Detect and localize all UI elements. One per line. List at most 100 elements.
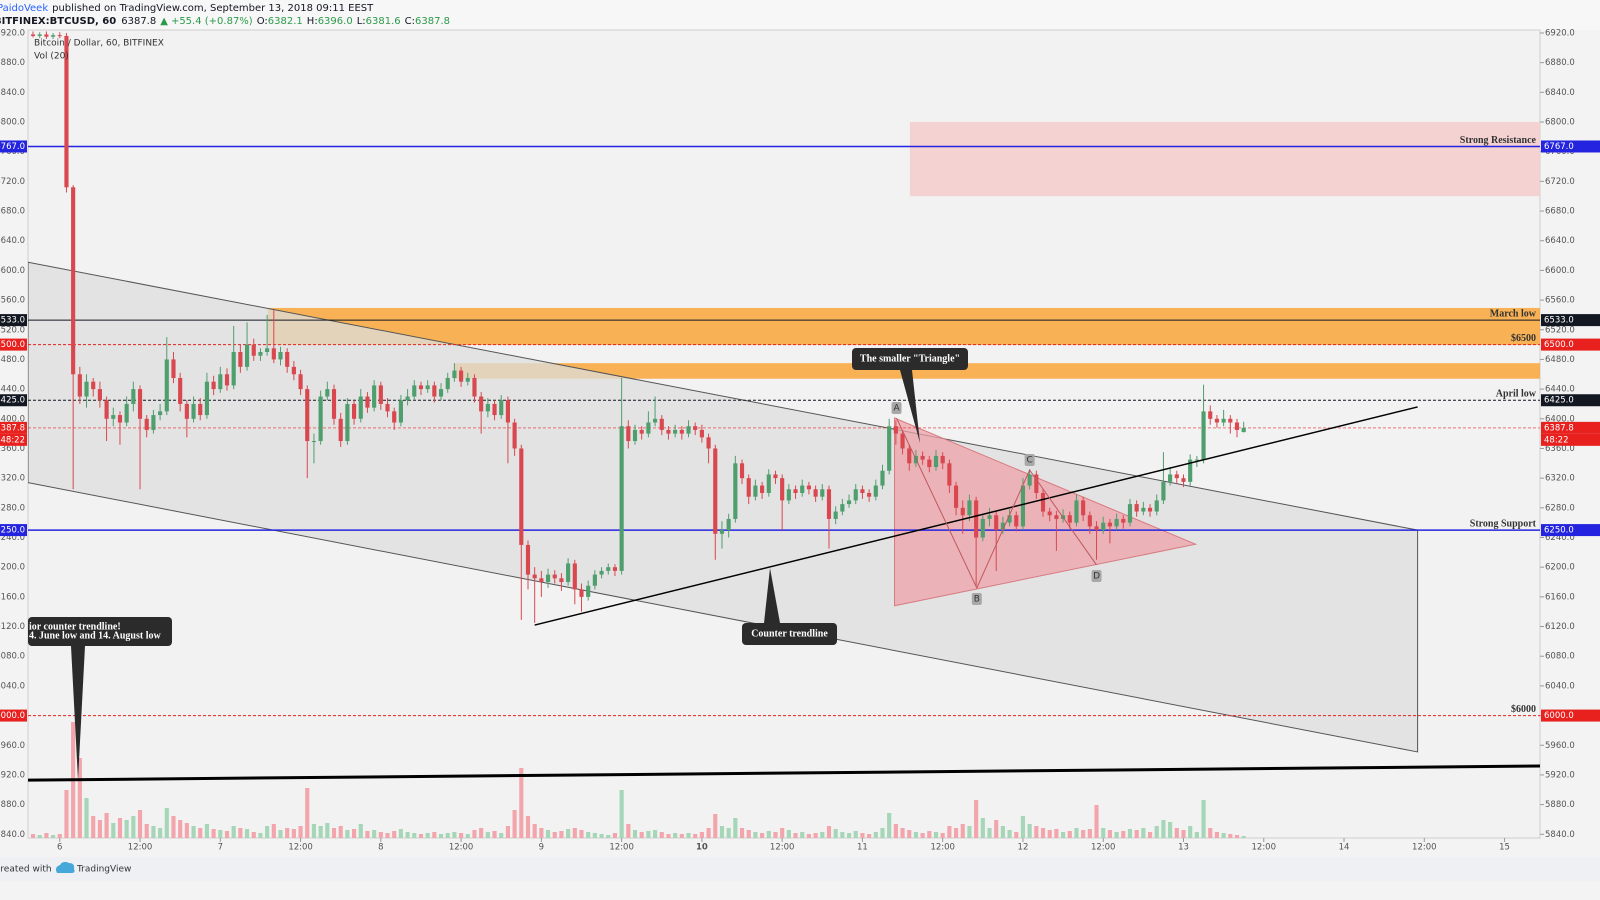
candle-body	[291, 366, 296, 375]
y-tick-label: 6440.0	[1545, 385, 1575, 395]
volume-bar	[338, 826, 343, 838]
y-tick-label-left: 5960.0	[0, 741, 25, 751]
candle-body	[91, 381, 96, 390]
volume-bar	[117, 818, 123, 838]
symbol: BITFINEX:BTCUSD, 60	[0, 16, 116, 27]
candle-body	[953, 485, 959, 508]
volume-bar	[1114, 832, 1119, 838]
x-tick-label: 7	[218, 843, 223, 853]
candle-body	[372, 385, 377, 408]
low: 6381.6	[366, 16, 401, 27]
candle-body	[499, 400, 504, 416]
volume-bar	[64, 790, 69, 838]
volume-bar	[1154, 826, 1159, 838]
candle-body	[713, 448, 718, 534]
volume-bar	[552, 832, 557, 838]
volume-bar	[1188, 826, 1193, 838]
volume-bar	[325, 823, 330, 838]
candle-body	[920, 455, 925, 460]
high-label: H:	[307, 16, 318, 27]
volume-bar	[773, 832, 778, 838]
volume-bar	[947, 826, 952, 838]
volume-bar	[365, 831, 370, 838]
volume-bar	[51, 835, 56, 838]
volume-bar	[893, 824, 898, 838]
candle-body	[84, 381, 89, 397]
candle-body	[305, 389, 310, 442]
candle-body	[760, 485, 765, 493]
volume-bar	[726, 828, 731, 838]
candle-body	[271, 348, 276, 360]
candle-body	[438, 389, 444, 397]
candle-body	[211, 381, 216, 390]
price-tag-left	[0, 709, 27, 722]
candle-body	[867, 492, 872, 497]
candle-body	[265, 348, 270, 353]
price-tag-left	[0, 314, 27, 327]
candle-body	[1147, 507, 1153, 512]
zone	[455, 363, 1540, 379]
candle-body	[44, 34, 49, 37]
candle-body	[1014, 515, 1019, 527]
candle-body	[559, 578, 564, 583]
candle-body	[846, 500, 852, 505]
y-tick-label-left: 6800.0	[0, 118, 25, 128]
y-tick-label-left: 6200.0	[0, 563, 25, 573]
candle-body	[412, 385, 417, 397]
volume-bar	[666, 834, 671, 838]
author[interactable]: PaidoVeek	[0, 3, 48, 14]
candle-body	[940, 455, 945, 464]
candle-body	[1020, 485, 1026, 527]
price-tag	[1541, 314, 1600, 327]
volume-bar	[766, 831, 771, 838]
volume-bar	[719, 826, 725, 838]
x-tick-label: 9	[539, 843, 544, 853]
price-tag	[1541, 140, 1600, 153]
candle-body	[345, 403, 350, 442]
x-tick-label: 11	[857, 843, 868, 853]
volume-bar	[164, 808, 169, 838]
price-tag-left-label: 6767.0	[0, 142, 25, 152]
volume-bar	[1040, 828, 1046, 838]
volume-bar	[184, 823, 189, 838]
volume-bar	[238, 828, 243, 838]
volume-bar	[572, 828, 577, 838]
volume-bar	[452, 832, 457, 838]
volume-bar	[539, 828, 544, 838]
candle-body	[853, 489, 858, 501]
volume-bar	[753, 832, 758, 838]
candle-body	[452, 370, 457, 378]
y-tick-label-left: 6040.0	[0, 681, 25, 691]
candle-body	[545, 574, 551, 583]
footer-brand[interactable]: TradingView	[76, 865, 131, 875]
volume-bar	[833, 829, 838, 838]
candle-body	[653, 418, 658, 423]
volume-bar	[378, 832, 383, 838]
volume-bar	[579, 830, 584, 838]
y-tick-label-left: 6240.0	[0, 533, 25, 543]
candle-body	[191, 403, 196, 419]
candle-body	[987, 515, 992, 519]
volume-bar	[1194, 832, 1199, 838]
volume-bar	[532, 824, 537, 838]
point-label: B	[974, 594, 980, 604]
y-tick-label: 6120.0	[1545, 622, 1575, 632]
candle-body	[659, 418, 664, 430]
brand-logo[interactable]	[56, 861, 75, 873]
volume-label: Vol (20)	[34, 52, 69, 62]
price-tag-label: 6500.0	[1544, 340, 1574, 350]
candle-body	[860, 489, 865, 493]
price-tag-left-label: 6500.0	[0, 340, 25, 350]
volume-bar	[846, 833, 852, 838]
candle-body	[418, 385, 424, 390]
price-tag-left	[0, 421, 27, 434]
candle-body	[1040, 492, 1046, 512]
y-tick-label-left: 6880.0	[0, 58, 25, 68]
candle-body	[325, 389, 330, 397]
volume-bar	[398, 829, 403, 838]
volume-bar	[30, 834, 36, 838]
volume-bar	[265, 826, 270, 838]
high: 6396.0	[318, 16, 353, 27]
price-tag-left	[0, 338, 27, 351]
candle-body	[773, 474, 778, 479]
